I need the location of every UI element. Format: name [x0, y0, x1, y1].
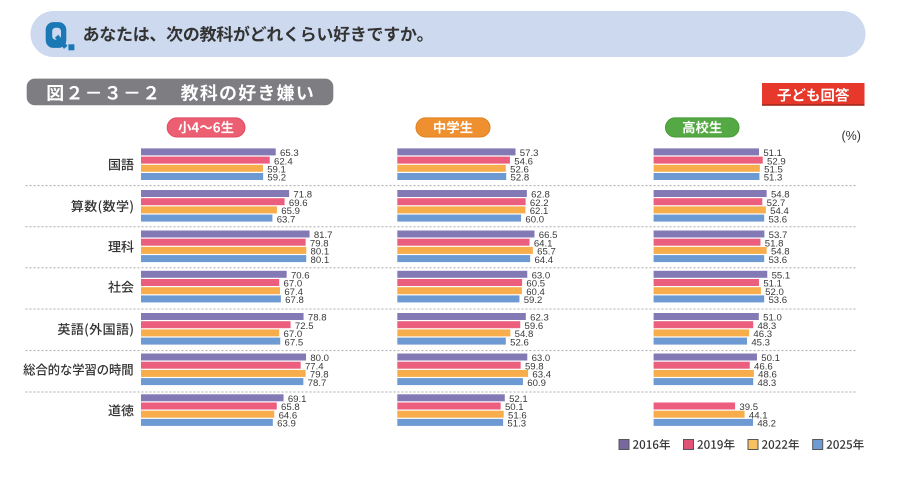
svg-text:71.8: 71.8	[293, 190, 312, 201]
svg-text:60.4: 60.4	[526, 287, 545, 298]
svg-text:55.1: 55.1	[772, 271, 791, 282]
svg-text:65.3: 65.3	[280, 148, 299, 159]
svg-text:60.9: 60.9	[527, 378, 546, 389]
svg-text:52.1: 52.1	[509, 394, 528, 405]
svg-text:67.5: 67.5	[285, 337, 304, 348]
svg-text:52.0: 52.0	[765, 287, 784, 298]
svg-text:64.6: 64.6	[279, 410, 298, 421]
svg-text:51.1: 51.1	[763, 279, 782, 290]
svg-text:67.0: 67.0	[284, 329, 303, 340]
svg-text:51.1: 51.1	[763, 148, 782, 159]
svg-text:63.0: 63.0	[532, 271, 551, 282]
svg-text:48.2: 48.2	[757, 419, 776, 430]
svg-text:57.3: 57.3	[520, 148, 539, 159]
svg-text:59.2: 59.2	[267, 173, 286, 184]
svg-text:65.7: 65.7	[537, 247, 556, 258]
svg-text:50.1: 50.1	[505, 402, 524, 413]
svg-text:39.5: 39.5	[739, 402, 758, 413]
svg-text:51.8: 51.8	[765, 238, 784, 249]
svg-text:45.3: 45.3	[751, 337, 770, 348]
svg-text:53.6: 53.6	[768, 295, 787, 306]
svg-text:80.1: 80.1	[311, 247, 330, 258]
svg-text:54.8: 54.8	[771, 190, 790, 201]
svg-text:67.0: 67.0	[284, 279, 303, 290]
svg-text:62.8: 62.8	[531, 190, 550, 201]
svg-text:59.8: 59.8	[525, 361, 544, 372]
svg-text:54.8: 54.8	[515, 329, 534, 340]
svg-text:80.1: 80.1	[311, 255, 330, 266]
svg-text:53.7: 53.7	[769, 230, 788, 241]
svg-text:60.0: 60.0	[525, 214, 544, 225]
svg-text:52.6: 52.6	[510, 165, 529, 176]
svg-text:54.4: 54.4	[770, 206, 789, 217]
svg-text:46.3: 46.3	[753, 329, 772, 340]
svg-text:80.0: 80.0	[310, 353, 329, 364]
svg-text:72.5: 72.5	[295, 321, 314, 332]
svg-text:59.6: 59.6	[525, 321, 544, 332]
svg-text:50.1: 50.1	[761, 353, 780, 364]
svg-text:51.5: 51.5	[764, 165, 783, 176]
svg-text:52.7: 52.7	[767, 198, 786, 209]
svg-text:48.6: 48.6	[758, 370, 777, 381]
svg-text:62.3: 62.3	[530, 313, 549, 324]
svg-text:65.9: 65.9	[281, 206, 300, 217]
svg-text:59.1: 59.1	[267, 165, 286, 176]
svg-text:44.1: 44.1	[749, 410, 768, 421]
svg-text:63.7: 63.7	[277, 214, 296, 225]
svg-text:62.4: 62.4	[274, 156, 293, 167]
svg-text:(%): (%)	[842, 129, 861, 143]
svg-text:63.0: 63.0	[532, 353, 551, 364]
svg-text:59.2: 59.2	[524, 295, 543, 306]
svg-text:51.3: 51.3	[764, 173, 783, 184]
svg-text:65.8: 65.8	[281, 402, 300, 413]
svg-text:62.2: 62.2	[530, 198, 549, 209]
svg-text:79.8: 79.8	[310, 238, 329, 249]
svg-text:79.8: 79.8	[310, 370, 329, 381]
svg-text:67.4: 67.4	[284, 287, 303, 298]
svg-text:60.5: 60.5	[526, 279, 545, 290]
svg-text:48.3: 48.3	[758, 321, 777, 332]
svg-text:46.6: 46.6	[754, 361, 773, 372]
svg-text:53.6: 53.6	[768, 214, 787, 225]
svg-text:52.9: 52.9	[767, 156, 786, 167]
svg-text:48.3: 48.3	[758, 378, 777, 389]
svg-text:63.4: 63.4	[532, 370, 551, 381]
svg-text:69.6: 69.6	[289, 198, 308, 209]
svg-text:54.6: 54.6	[514, 156, 533, 167]
svg-text:70.6: 70.6	[291, 271, 310, 282]
svg-text:51.6: 51.6	[508, 410, 527, 421]
svg-text:69.1: 69.1	[288, 394, 307, 405]
svg-text:64.4: 64.4	[534, 255, 553, 266]
svg-text:64.1: 64.1	[534, 238, 553, 249]
svg-text:53.6: 53.6	[768, 255, 787, 266]
svg-text:54.8: 54.8	[771, 247, 790, 258]
svg-text:62.1: 62.1	[530, 206, 549, 217]
svg-text:51.3: 51.3	[507, 419, 526, 430]
svg-text:52.6: 52.6	[510, 337, 529, 348]
svg-text:63.9: 63.9	[277, 419, 296, 430]
svg-text:77.4: 77.4	[305, 361, 324, 372]
svg-text:67.8: 67.8	[285, 295, 304, 306]
svg-text:66.5: 66.5	[539, 230, 558, 241]
svg-text:81.7: 81.7	[314, 230, 333, 241]
svg-text:78.8: 78.8	[308, 313, 327, 324]
svg-text:52.8: 52.8	[511, 173, 530, 184]
svg-text:51.0: 51.0	[763, 313, 782, 324]
svg-text:78.7: 78.7	[308, 378, 327, 389]
